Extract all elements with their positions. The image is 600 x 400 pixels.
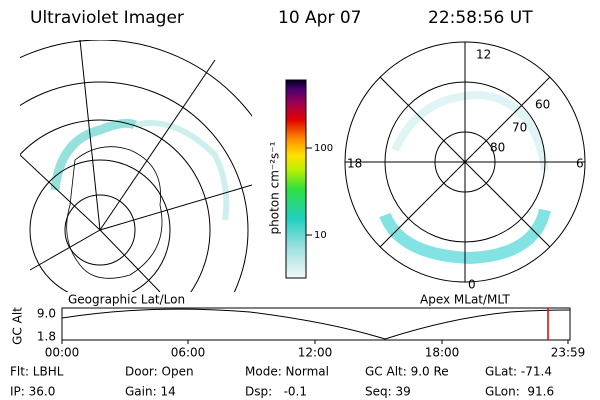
time: 22:58:56 UT [428,8,533,28]
mlt-line [379,76,551,248]
footer-field: Dsp: -0.1 [245,385,307,399]
footer-field: IP: 36.0 [10,385,55,399]
left-map [20,40,252,292]
aurora [134,120,230,221]
colorbar-tick-label: 100 [314,143,333,154]
footer-field: Seq: 39 [365,385,411,399]
x-tick-label: 18:00 [425,346,460,360]
aurora [379,208,551,265]
footer-field: GC Alt: 9.0 Re [365,365,449,379]
lat-circle [20,81,249,292]
footer-field: Mode: Normal [245,365,329,379]
meridian [99,184,252,231]
mlt-label: 12 [476,48,491,62]
footer: Flt: LBHL Door: Open Mode: Normal GC Alt: 9… [10,365,554,399]
timeline-axis-label: GC Alt [11,307,25,345]
left-map-label: Geographic Lat/Lon [68,293,185,307]
lat-circle [64,194,136,266]
mlt-label: 0 [468,278,476,292]
x-labels: 00:00 06:00 12:00 18:00 23:59 [45,340,586,360]
altitude-curve [61,308,571,340]
y-tick-label: 1.8 [37,330,56,344]
title: Ultraviolet Imager [30,8,184,28]
coastline [66,146,163,279]
lat-label: 80 [490,141,505,155]
footer-field: Flt: LBHL [10,365,64,379]
meridian [20,154,101,231]
lat-circle [29,159,171,292]
right-map-label: Apex MLat/MLT [420,293,510,307]
lat-circle [20,119,211,292]
mlt-label: 6 [576,157,584,171]
aurora [391,90,549,171]
footer-field: Door: Open [125,365,194,379]
y-tick-label: 9.0 [37,307,56,321]
x-tick-label: 00:00 [45,346,80,360]
meridian [79,40,101,231]
footer-field: Gain: 14 [125,385,176,399]
timeline-frame [61,307,571,341]
mlt-label: 18 [347,157,362,171]
x-tick-label: 06:00 [171,346,206,360]
meridian [99,59,216,231]
colorbar-tick-label: 10 [314,230,327,241]
right-map [344,41,586,283]
footer-field: GLat: -71.4 [485,365,552,379]
meridian [29,229,101,271]
footer-field: GLon: 91.6 [485,385,554,399]
colorbar-label: photon cm⁻²s⁻¹ [268,141,282,234]
x-tick-label: 23:59 [551,346,586,360]
lat-label: 60 [535,98,550,112]
lat-label: 70 [512,121,527,135]
colorbar [285,79,307,279]
date: 10 Apr 07 [278,8,361,28]
x-tick-label: 12:00 [298,346,333,360]
meridian [99,229,161,292]
